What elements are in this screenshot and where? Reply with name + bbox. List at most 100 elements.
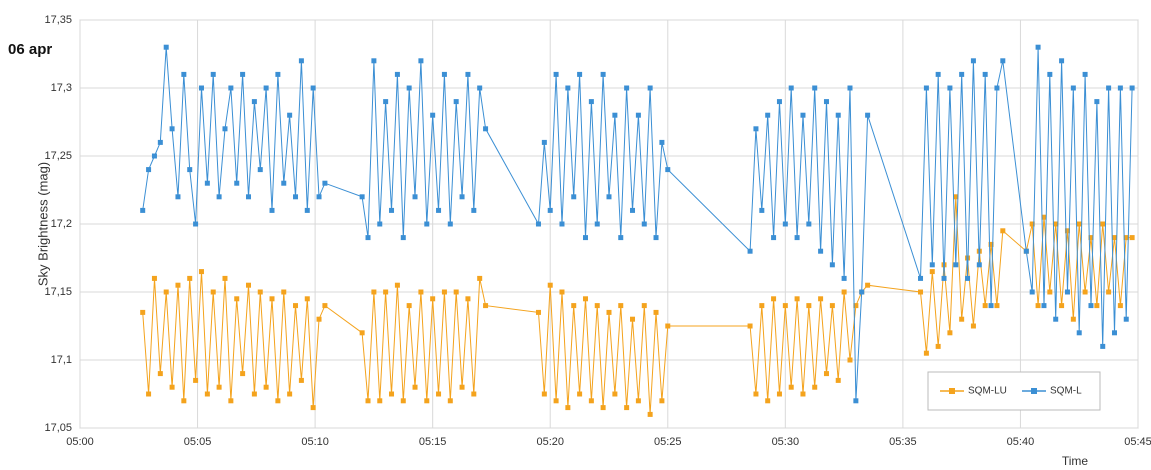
data-point: [624, 405, 630, 411]
data-point: [588, 99, 594, 105]
legend-marker: [949, 388, 955, 394]
data-point: [547, 207, 553, 213]
data-point: [594, 221, 600, 227]
data-point: [436, 207, 442, 213]
data-point: [216, 384, 222, 390]
data-point: [1041, 214, 1047, 220]
data-point: [765, 398, 771, 404]
data-point: [1082, 71, 1088, 77]
data-point: [965, 255, 971, 261]
data-point: [665, 167, 671, 173]
data-point: [841, 289, 847, 295]
x-tick-label: 05:05: [184, 436, 212, 448]
data-point: [394, 282, 400, 288]
data-point: [918, 275, 924, 281]
data-point: [806, 221, 812, 227]
data-point: [377, 221, 383, 227]
data-point: [630, 207, 636, 213]
data-point: [146, 167, 152, 173]
data-point: [187, 275, 193, 281]
data-point: [600, 71, 606, 77]
data-point: [441, 289, 447, 295]
data-point: [776, 391, 782, 397]
y-tick-label: 17,1: [51, 354, 72, 366]
legend-label: SQM-LU: [968, 386, 1007, 397]
data-point: [1029, 289, 1035, 295]
data-point: [204, 180, 210, 186]
data-point: [204, 391, 210, 397]
data-point: [198, 269, 204, 275]
data-point: [1041, 303, 1047, 309]
data-point: [1064, 289, 1070, 295]
data-point: [412, 194, 418, 200]
data-point: [175, 194, 181, 200]
data-point: [612, 112, 618, 118]
data-point: [665, 323, 671, 329]
y-tick-label: 17,3: [51, 82, 72, 94]
data-point: [853, 303, 859, 309]
data-point: [483, 126, 489, 132]
data-point: [1064, 228, 1070, 234]
data-point: [222, 126, 228, 132]
data-point: [588, 398, 594, 404]
data-point: [459, 194, 465, 200]
y-tick-label: 17,15: [44, 286, 72, 298]
data-point: [1059, 303, 1065, 309]
data-point: [1100, 343, 1106, 349]
data-point: [571, 194, 577, 200]
data-point: [823, 99, 829, 105]
x-tick-label: 05:45: [1124, 436, 1151, 448]
data-point: [577, 391, 583, 397]
data-point: [383, 289, 389, 295]
data-point: [293, 303, 299, 309]
data-point: [565, 405, 571, 411]
data-point: [424, 398, 430, 404]
data-point: [571, 303, 577, 309]
data-point: [222, 275, 228, 281]
data-point: [263, 85, 269, 91]
data-point: [935, 343, 941, 349]
date-label: 06 apr: [8, 41, 52, 58]
data-point: [1000, 228, 1006, 234]
data-point: [406, 303, 412, 309]
data-point: [653, 235, 659, 241]
data-point: [216, 194, 222, 200]
data-point: [565, 85, 571, 91]
data-point: [1023, 248, 1029, 254]
data-point: [281, 289, 287, 295]
data-point: [453, 99, 459, 105]
data-point: [947, 85, 953, 91]
data-point: [1076, 330, 1082, 336]
data-point: [304, 207, 310, 213]
data-point: [263, 384, 269, 390]
data-point: [594, 303, 600, 309]
x-tick-label: 05:10: [301, 436, 329, 448]
data-point: [228, 85, 234, 91]
data-point: [1047, 71, 1053, 77]
data-point: [618, 235, 624, 241]
data-point: [424, 221, 430, 227]
data-point: [547, 282, 553, 288]
data-point: [970, 58, 976, 64]
data-point: [535, 221, 541, 227]
data-point: [976, 262, 982, 268]
data-point: [1076, 221, 1082, 227]
data-point: [234, 296, 240, 302]
data-point: [553, 398, 559, 404]
data-point: [1111, 235, 1117, 241]
data-point: [918, 289, 924, 295]
series-line: [142, 47, 1133, 401]
data-point: [471, 207, 477, 213]
data-point: [471, 391, 477, 397]
data-point: [210, 289, 216, 295]
data-point: [947, 330, 953, 336]
data-point: [941, 275, 947, 281]
data-point: [659, 398, 665, 404]
data-point: [988, 241, 994, 247]
data-point: [753, 126, 759, 132]
data-point: [169, 126, 175, 132]
data-point: [1070, 85, 1076, 91]
data-point: [1129, 235, 1135, 241]
data-point: [865, 282, 871, 288]
